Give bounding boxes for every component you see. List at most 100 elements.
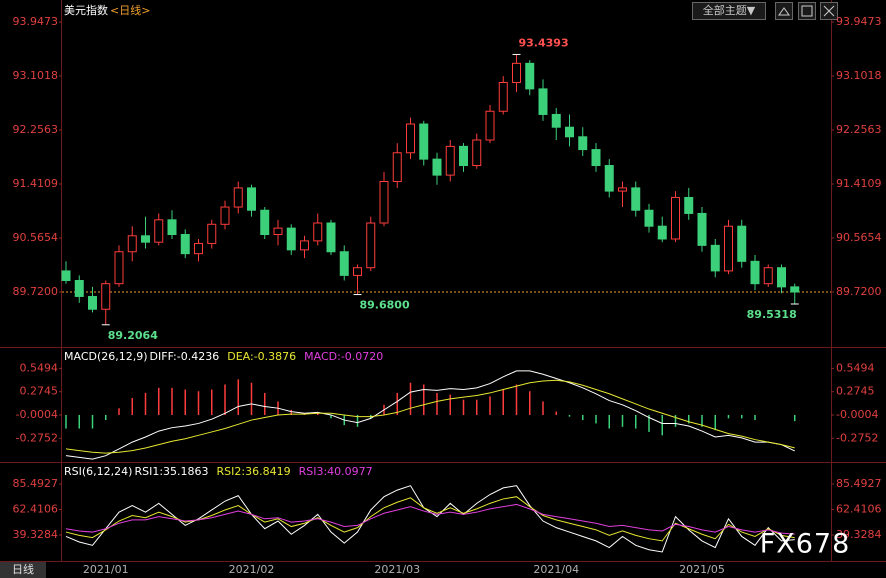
candle-body (392, 152, 402, 183)
candle-body (472, 139, 482, 167)
y-tick-label: 92.2563 (13, 123, 59, 136)
candle-body (498, 82, 508, 112)
y-tick-label-right: 91.4109 (836, 177, 882, 190)
candle-body (445, 145, 455, 176)
indicator-value: MACD:-0.0720 (304, 350, 383, 363)
indicator-line (65, 496, 795, 542)
candle-body (538, 88, 548, 115)
y-tick-label: -0.2752 (16, 431, 58, 444)
x-tick-label: 2021/01 (83, 563, 129, 576)
y-tick-label-right: 93.1018 (836, 69, 882, 82)
icon-button[interactable] (798, 2, 816, 20)
candle-body (697, 212, 707, 246)
y-tick-label-right: 0.5494 (836, 361, 875, 374)
candle-body (763, 267, 773, 285)
candle-body (353, 267, 362, 276)
tab[interactable] (0, 562, 46, 578)
x-tick-label: 2021/05 (679, 563, 725, 576)
theme-button[interactable] (692, 2, 766, 20)
candle-body (379, 181, 389, 224)
indicator-value: DEA:-0.3876 (227, 350, 296, 363)
candle-body (300, 240, 309, 251)
candle-body (432, 158, 442, 176)
candle-body (167, 219, 177, 236)
candle-body (180, 234, 190, 255)
y-tick-label-right: 39.3284 (836, 528, 882, 541)
y-tick-label: 39.3284 (13, 528, 59, 541)
extreme-label: 89.5318 (747, 308, 797, 321)
indicator-label: MACD(26,12,9) (64, 350, 148, 363)
indicator-value: RSI2:36.8419 (217, 465, 291, 478)
candle-body (406, 123, 415, 154)
candle-body (313, 222, 323, 242)
candle-body (644, 209, 654, 227)
candle-body (233, 187, 243, 208)
candle-body (101, 283, 111, 310)
candle-body (591, 149, 601, 167)
candle-body (710, 244, 720, 272)
theme-button-label[interactable]: 全部主题▼ (703, 3, 756, 17)
candle-body (485, 110, 495, 141)
x-tick-label: 2021/02 (229, 563, 275, 576)
candle-body (286, 227, 296, 251)
candle-body (459, 145, 468, 167)
candle-body (618, 187, 627, 192)
indicator-line (65, 379, 795, 454)
candle-body (512, 62, 521, 84)
candle-body (525, 62, 535, 90)
tab-label[interactable]: 日线 (12, 562, 34, 576)
candle-body (207, 223, 217, 244)
candle-body (631, 187, 641, 211)
candle-body (551, 113, 561, 128)
icon-button[interactable] (775, 2, 793, 20)
candle-body (114, 251, 124, 285)
extreme-label: 89.6800 (360, 299, 410, 312)
candle-body (777, 267, 786, 288)
candle-body (260, 209, 270, 236)
candle-body (247, 187, 256, 211)
candle-body (671, 196, 680, 240)
y-tick-label: 89.7200 (13, 285, 59, 298)
y-tick-label: 91.4109 (13, 177, 59, 190)
icon (801, 5, 813, 17)
indicator-value: DIFF:-0.4236 (150, 350, 220, 363)
y-tick-label: 0.2745 (20, 385, 59, 398)
candle-body (724, 225, 733, 272)
y-tick-label-right: 85.4927 (836, 477, 882, 490)
y-tick-label-right: 92.2563 (836, 123, 882, 136)
candle-body (74, 279, 84, 297)
x-tick-label: 2021/04 (533, 563, 579, 576)
watermark: FX678 (760, 529, 851, 560)
y-tick-label-right: 93.9473 (836, 15, 882, 28)
y-tick-label: 85.4927 (13, 477, 59, 490)
y-tick-label: 90.5654 (13, 231, 59, 244)
candle-body (565, 126, 574, 138)
indicator-value: RSI1:35.1863 (134, 465, 208, 478)
y-tick-label: 93.1018 (13, 69, 59, 82)
candle-body (326, 222, 336, 253)
extreme-label: 89.2064 (108, 329, 158, 342)
y-tick-label: 0.5494 (20, 361, 59, 374)
indicator-line (65, 370, 795, 460)
candle-body (604, 165, 614, 192)
candle-body (273, 227, 283, 236)
candle-body (657, 225, 667, 240)
y-tick-label: -0.0004 (16, 408, 58, 421)
candle-body (127, 235, 137, 253)
candle-body (339, 251, 349, 276)
y-tick-label-right: 89.7200 (836, 285, 882, 298)
y-tick-label-right: 0.2745 (836, 385, 875, 398)
candle-body (790, 286, 800, 293)
indicator-line (65, 503, 795, 535)
period-label: <日线> (110, 3, 150, 17)
icon (778, 7, 790, 16)
candle-body (684, 196, 694, 214)
chart-title: 美元指数 (64, 3, 108, 17)
indicator-line (65, 485, 795, 553)
y-tick-label-right: -0.2752 (836, 431, 878, 444)
y-tick-label-right: 62.4106 (836, 503, 882, 516)
candle-body (194, 242, 203, 255)
extreme-label: 93.4393 (519, 36, 569, 49)
